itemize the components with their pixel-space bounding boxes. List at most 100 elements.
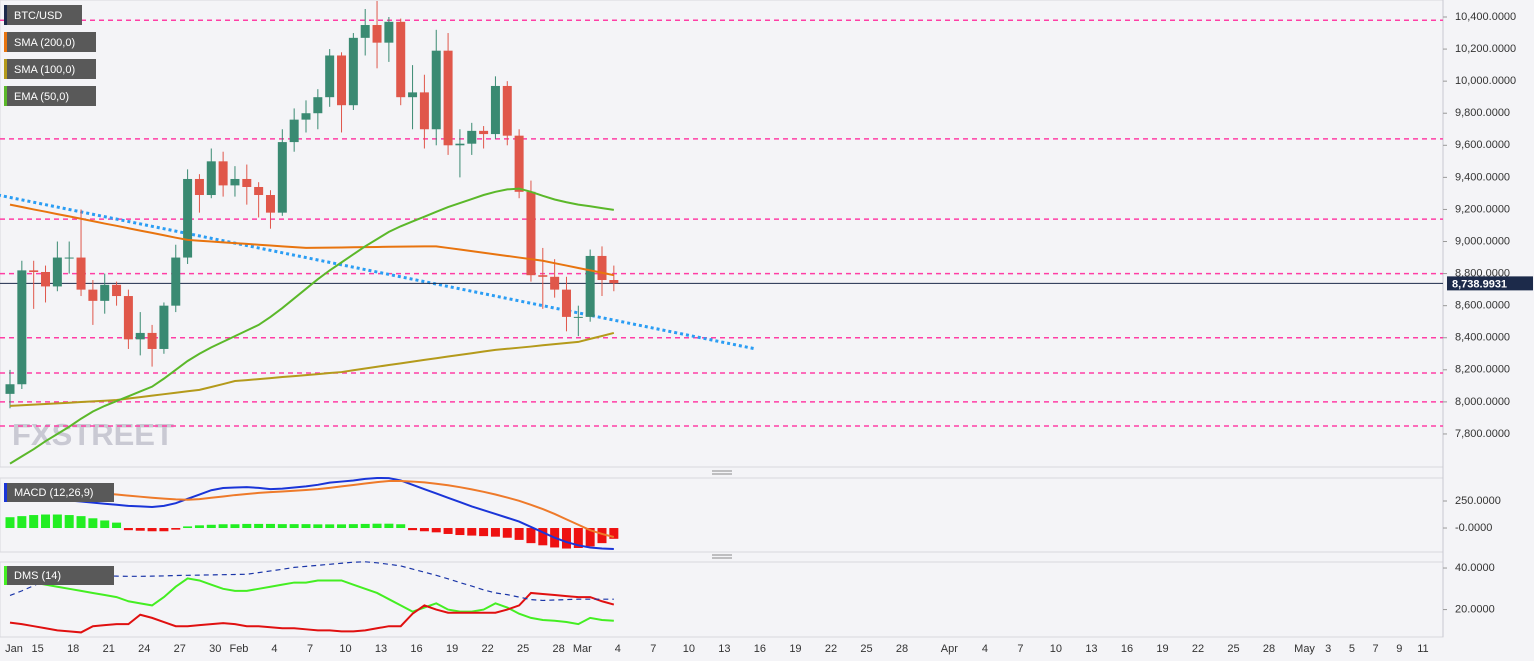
x-tick-label: 15 bbox=[32, 643, 44, 655]
x-tick-label: 24 bbox=[138, 643, 150, 655]
x-tick-label: 25 bbox=[517, 643, 529, 655]
x-tick-label: 16 bbox=[410, 643, 422, 655]
candle-body bbox=[514, 135, 524, 192]
histogram-bar bbox=[372, 523, 382, 529]
histogram-bar bbox=[159, 528, 169, 532]
histogram-bar bbox=[360, 523, 370, 529]
x-tick-label: 19 bbox=[789, 643, 801, 655]
x-tick-label: 10 bbox=[683, 643, 695, 655]
candle-body bbox=[573, 316, 583, 318]
candle-body bbox=[88, 289, 98, 301]
histogram-bar bbox=[289, 524, 299, 529]
candle-body bbox=[490, 85, 500, 135]
y-tick-label: 9,000.0000 bbox=[1455, 235, 1510, 247]
histogram-bar bbox=[526, 528, 536, 544]
indicator-line bbox=[9, 203, 615, 277]
dms-panel bbox=[0, 561, 1444, 638]
candle-body bbox=[171, 257, 181, 306]
x-tick-label: 7 bbox=[650, 643, 656, 655]
indicator-title-box bbox=[4, 483, 114, 502]
candle-body bbox=[467, 130, 477, 144]
indicator-title: DMS (14) bbox=[14, 570, 61, 582]
histogram-bar bbox=[455, 528, 465, 536]
candle-body bbox=[301, 113, 311, 120]
histogram-bar bbox=[88, 518, 98, 529]
x-tick-label: 13 bbox=[1085, 643, 1097, 655]
histogram-bar bbox=[502, 528, 512, 538]
histogram-bar bbox=[52, 514, 62, 529]
candle-body bbox=[538, 275, 548, 277]
macd-panel bbox=[0, 477, 1444, 553]
x-tick-label: 7 bbox=[1373, 643, 1379, 655]
histogram-bar bbox=[479, 528, 489, 537]
y-tick-label: 8,000.0000 bbox=[1455, 396, 1510, 408]
indicator-title-stripe bbox=[4, 483, 7, 502]
last-price-label: 8,738.9931 bbox=[1452, 278, 1507, 290]
candle-body bbox=[29, 270, 39, 272]
candle-body bbox=[502, 85, 512, 136]
candle-body bbox=[159, 305, 169, 349]
histogram-bar bbox=[514, 528, 524, 540]
x-tick-label: 25 bbox=[1227, 643, 1239, 655]
histogram-bar bbox=[396, 524, 406, 529]
histogram-bar bbox=[254, 523, 264, 529]
legend-box bbox=[4, 5, 82, 25]
indicator-title-box bbox=[4, 566, 114, 585]
candle-body bbox=[147, 332, 157, 349]
x-tick-label: 28 bbox=[553, 643, 565, 655]
histogram-bar bbox=[41, 514, 51, 529]
histogram-bar bbox=[597, 528, 607, 544]
candle-body bbox=[194, 178, 204, 196]
last-price-box bbox=[1447, 276, 1533, 291]
y-tick-label: 9,800.0000 bbox=[1455, 107, 1510, 119]
candle-body bbox=[550, 276, 560, 290]
legend-label: SMA (100,0) bbox=[14, 64, 75, 76]
histogram-bar bbox=[277, 524, 287, 529]
x-tick-label: 22 bbox=[481, 643, 493, 655]
x-tick-label: 30 bbox=[209, 643, 221, 655]
histogram-bar bbox=[171, 528, 181, 530]
histogram-bar bbox=[5, 517, 15, 529]
indicator-line bbox=[9, 591, 615, 634]
x-tick-label: 19 bbox=[1156, 643, 1168, 655]
histogram-bar bbox=[585, 528, 595, 547]
y-tick-label: 9,400.0000 bbox=[1455, 171, 1510, 183]
legend-swatch bbox=[4, 5, 7, 25]
x-tick-label: 22 bbox=[825, 643, 837, 655]
histogram-bar bbox=[218, 524, 228, 529]
candle-body bbox=[218, 161, 228, 186]
histogram-bar bbox=[490, 528, 500, 537]
histogram-bar bbox=[561, 528, 571, 549]
candle-body bbox=[561, 289, 571, 317]
candle-body bbox=[242, 178, 252, 187]
candle-body bbox=[254, 186, 264, 196]
candle-body bbox=[230, 178, 240, 186]
y-tick-label: 8,200.0000 bbox=[1455, 364, 1510, 376]
indicator-line bbox=[9, 561, 614, 602]
candle-body bbox=[41, 271, 51, 287]
candle-body bbox=[112, 284, 122, 297]
legend-swatch bbox=[4, 32, 7, 52]
candle-body bbox=[455, 143, 465, 146]
histogram-bar bbox=[325, 524, 335, 529]
histogram-bar bbox=[17, 516, 27, 529]
legend-label: BTC/USD bbox=[14, 10, 62, 22]
histogram-bar bbox=[123, 528, 133, 531]
x-tick-label: Jan bbox=[5, 643, 23, 655]
histogram-bar bbox=[242, 523, 252, 529]
x-tick-label: 16 bbox=[1121, 643, 1133, 655]
candle-body bbox=[609, 280, 619, 284]
candle-body bbox=[206, 161, 216, 196]
candle-body bbox=[100, 284, 110, 301]
y-tick-label: 8,600.0000 bbox=[1455, 300, 1510, 312]
legend-box bbox=[4, 32, 96, 52]
x-tick-label: 18 bbox=[67, 643, 79, 655]
x-tick-label: 7 bbox=[307, 643, 313, 655]
legend-swatch bbox=[4, 86, 7, 106]
candle-body bbox=[526, 191, 536, 276]
legend-box bbox=[4, 86, 96, 106]
legend-swatch bbox=[4, 59, 7, 79]
x-tick-label: 5 bbox=[1349, 643, 1355, 655]
candle-body bbox=[76, 257, 86, 290]
histogram-bar bbox=[112, 522, 122, 529]
